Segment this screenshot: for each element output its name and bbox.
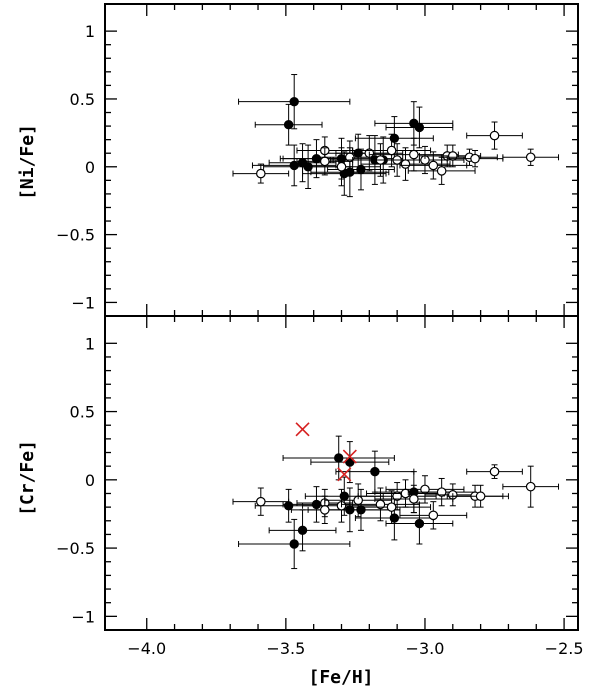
red-cross-marker bbox=[295, 422, 310, 437]
data-point-filled-circle bbox=[282, 435, 395, 481]
open-circle-marker bbox=[409, 149, 419, 160]
filled-circle-marker bbox=[389, 513, 400, 523]
data-point-filled-circle bbox=[385, 502, 454, 545]
filled-circle-marker bbox=[345, 457, 355, 467]
data-point-filled-circle bbox=[238, 74, 351, 130]
open-circle-marker bbox=[375, 499, 386, 510]
y-tick-label: 1 bbox=[85, 22, 95, 41]
data-point-open-circle bbox=[232, 487, 290, 516]
open-circle-marker bbox=[256, 168, 266, 179]
filled-circle-marker bbox=[334, 453, 344, 463]
open-circle-marker bbox=[436, 166, 447, 176]
open-circle-marker bbox=[525, 481, 536, 492]
data-point-open-circle bbox=[502, 465, 560, 508]
red-cross-marker bbox=[342, 449, 357, 464]
filled-circle-marker bbox=[414, 518, 425, 529]
x-tick-label: −2.5 bbox=[545, 639, 584, 658]
y-tick-label: 0.5 bbox=[70, 403, 95, 422]
data-point-filled-circle bbox=[254, 103, 323, 146]
y-tick-label: −0.5 bbox=[56, 539, 95, 558]
open-circle-marker bbox=[436, 487, 447, 497]
data-point-open-circle bbox=[407, 477, 476, 507]
open-circle-marker bbox=[447, 151, 458, 161]
data-point-open-circle bbox=[385, 475, 465, 504]
open-circle-marker bbox=[470, 153, 480, 164]
open-circle-marker bbox=[525, 152, 536, 163]
open-circle-marker bbox=[475, 491, 486, 502]
data-point-open-circle bbox=[399, 151, 468, 180]
panel-cr-fe: −4.0 −3.5 −3.0 −2.5 −1 −0.5 0 0.5 1 bbox=[56, 315, 584, 658]
open-circle-marker bbox=[336, 161, 347, 172]
red-cross-marker bbox=[337, 467, 352, 482]
open-circle-marker bbox=[489, 466, 500, 477]
data-point-red-cross bbox=[342, 449, 357, 464]
filled-circle-marker bbox=[311, 499, 322, 510]
open-circle-marker bbox=[320, 156, 330, 167]
data-point-open-circle bbox=[232, 163, 290, 184]
data-point-red-cross bbox=[295, 422, 310, 437]
x-tick-label: −3.0 bbox=[406, 639, 445, 658]
open-circle-marker bbox=[386, 502, 397, 512]
data-point-open-circle bbox=[466, 464, 523, 479]
y-tick-label: −1 bbox=[71, 293, 95, 312]
open-circle-marker bbox=[392, 491, 402, 502]
filled-circle-marker bbox=[297, 525, 308, 536]
open-circle-marker bbox=[409, 494, 419, 504]
filled-circle-marker bbox=[414, 122, 425, 133]
data-point-open-circle bbox=[352, 490, 432, 525]
x-tick-label: −4.0 bbox=[127, 639, 166, 658]
filled-circle-marker bbox=[370, 466, 380, 477]
y-axis-label-ni-fe: [Ni/Fe] bbox=[17, 124, 38, 200]
data-point-filled-circle bbox=[238, 518, 351, 570]
open-circle-marker bbox=[256, 496, 266, 507]
data-point-open-circle bbox=[357, 482, 437, 511]
y-tick-label: −0.5 bbox=[56, 226, 95, 245]
x-tick-label: −3.5 bbox=[266, 639, 305, 658]
filled-circle-marker bbox=[289, 539, 299, 549]
data-point-filled-circle bbox=[310, 441, 390, 484]
data-point-filled-circle bbox=[335, 450, 415, 493]
y-tick-label: 1 bbox=[85, 334, 95, 353]
filled-circle-marker bbox=[289, 96, 299, 107]
data-point-open-circle bbox=[296, 147, 354, 176]
data-point-open-circle bbox=[502, 148, 560, 166]
open-circle-marker bbox=[400, 159, 411, 169]
data-point-open-circle bbox=[407, 156, 476, 185]
data-point-red-cross bbox=[337, 467, 352, 482]
data-point-open-circle bbox=[399, 501, 468, 530]
panel-ni-fe: −1 −0.5 0 0.5 1 bbox=[56, 3, 579, 317]
data-point-open-circle bbox=[466, 121, 523, 150]
y-tick-label: 0 bbox=[85, 471, 95, 490]
data-point-filled-circle bbox=[251, 144, 337, 187]
open-circle-marker bbox=[320, 505, 330, 515]
y-tick-label: 0 bbox=[85, 158, 95, 177]
data-point-open-circle bbox=[452, 484, 509, 508]
filled-circle-marker bbox=[283, 120, 294, 130]
plot-frame-cr-fe bbox=[104, 315, 579, 631]
open-circle-marker bbox=[386, 145, 397, 156]
open-circle-marker bbox=[428, 160, 439, 171]
filled-circle-marker bbox=[289, 160, 299, 171]
x-axis-label: [Fe/H] bbox=[308, 667, 373, 688]
data-point-open-circle bbox=[290, 495, 359, 525]
y-tick-label: −1 bbox=[71, 607, 95, 626]
data-point-filled-circle bbox=[282, 486, 351, 523]
y-axis-label-cr-fe: [Cr/Fe] bbox=[17, 440, 38, 516]
data-point-filled-circle bbox=[268, 509, 337, 552]
open-circle-marker bbox=[489, 130, 500, 141]
data-point-open-circle bbox=[352, 133, 432, 168]
data-point-open-circle bbox=[315, 140, 384, 175]
data-point-filled-circle bbox=[385, 106, 454, 149]
y-tick-label: 0.5 bbox=[70, 90, 95, 109]
open-circle-marker bbox=[428, 510, 439, 521]
